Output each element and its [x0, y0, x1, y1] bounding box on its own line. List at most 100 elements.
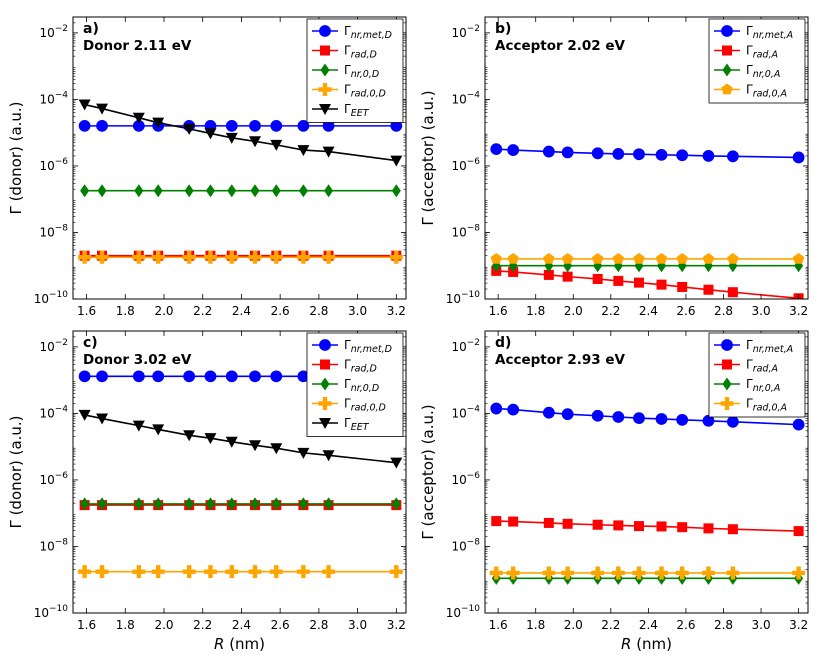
data-point — [297, 145, 310, 157]
y-tick-base: 10 — [39, 406, 54, 420]
legend-item: Γrad,D — [312, 358, 377, 375]
data-point — [248, 565, 262, 579]
data-point — [182, 250, 196, 264]
data-point — [297, 119, 310, 132]
y-tick-exponent: −6 — [467, 471, 481, 481]
data-point — [703, 284, 714, 295]
legend-label: Γnr,0,D — [344, 377, 379, 394]
data-point — [633, 252, 645, 264]
legend-label-sub: rad,0,A — [753, 89, 787, 100]
panel-label: b) — [495, 21, 511, 37]
data-point — [249, 119, 261, 132]
panel-a: 1.6 1.8 2.0 2.2 2.4 2.6 2.8 3.0 3.210−1010−810−6… — [7, 16, 407, 318]
legend-label: ΓEET — [344, 102, 370, 119]
y-tick-base: 10 — [39, 539, 54, 553]
data-point — [792, 418, 805, 431]
legend-label: Γrad,0,A — [746, 397, 787, 414]
data-point — [391, 497, 401, 511]
data-point — [591, 566, 605, 580]
data-point — [270, 119, 283, 132]
data-point — [612, 148, 625, 160]
data-point — [134, 184, 144, 198]
data-point — [611, 566, 625, 580]
data-point — [490, 252, 502, 264]
data-point — [727, 287, 738, 298]
data-point — [592, 273, 603, 284]
data-point — [613, 275, 624, 286]
legend-label-sub: EET — [351, 108, 370, 119]
panel-b: 1.6 1.8 2.0 2.2 2.4 2.6 2.8 3.0 3.210−1010−810−6… — [419, 16, 809, 318]
legend-label: Γnr,met,A — [746, 338, 793, 355]
legend-label: Γrad,0,A — [746, 83, 787, 100]
x-tick-label: 2.4 — [232, 618, 251, 632]
data-point — [203, 565, 217, 579]
data-point — [152, 370, 165, 383]
data-point — [322, 565, 336, 579]
data-point — [269, 565, 283, 579]
data-point — [655, 566, 669, 580]
legend-label-sub: rad,D — [351, 364, 377, 375]
legend-marker — [722, 45, 732, 56]
data-point — [542, 145, 555, 158]
legend-marker — [320, 45, 330, 56]
legend-label-base: Γ — [344, 397, 351, 411]
legend-marker — [319, 339, 331, 351]
legend-marker — [721, 25, 733, 37]
data-point — [677, 281, 688, 292]
x-tick-label: 1.8 — [526, 304, 545, 318]
y-tick-label: 10−6 — [451, 471, 480, 487]
series-rad-0-D — [78, 565, 403, 579]
data-point — [153, 497, 163, 511]
panel-label: c) — [83, 335, 98, 351]
x-tick-label: 2.6 — [271, 304, 290, 318]
y-axis-label: Γ (acceptor) (a.u.) — [419, 404, 437, 539]
data-point — [322, 146, 335, 158]
data-point — [702, 414, 715, 427]
data-point — [134, 497, 144, 511]
data-point — [183, 370, 196, 383]
data-point — [507, 252, 519, 264]
y-tick-base: 10 — [39, 92, 54, 106]
panel-d: 1.6 1.8 2.0 2.2 2.4 2.6 2.8 3.0 3.210−1010−810−6… — [419, 330, 809, 653]
x-tick-label: 1.8 — [116, 304, 135, 318]
data-point — [296, 250, 310, 264]
data-point — [632, 566, 646, 580]
x-tick-label: 2.0 — [154, 304, 173, 318]
data-point — [80, 497, 90, 511]
panel-c: 1.6 1.8 2.0 2.2 2.4 2.6 2.8 3.0 3.210−1010−810−6… — [7, 330, 407, 653]
data-point — [655, 413, 668, 425]
y-tick-label: 10−4 — [451, 90, 480, 106]
x-tick-label: 2.6 — [676, 618, 695, 632]
y-tick-label: 10−6 — [39, 157, 68, 173]
data-point — [792, 566, 806, 580]
legend-marker — [319, 418, 331, 429]
data-point — [562, 518, 573, 529]
data-point — [227, 497, 237, 511]
legend-marker — [320, 359, 330, 370]
data-point — [205, 184, 215, 198]
data-point — [132, 112, 145, 124]
data-point — [324, 497, 334, 511]
legend-label: Γrad,D — [344, 358, 377, 375]
legend-label-sub: EET — [351, 422, 370, 433]
y-tick-label: 10−6 — [39, 471, 68, 487]
data-point — [95, 565, 109, 579]
data-point — [203, 250, 217, 264]
legend-label-base: Γ — [344, 83, 351, 97]
legend-item: Γrad,0,A — [714, 83, 787, 100]
series-group — [489, 402, 806, 585]
y-tick-exponent: −10 — [49, 290, 68, 300]
series-group — [78, 370, 403, 579]
data-point — [151, 250, 165, 264]
legend-item: ΓEET — [312, 416, 370, 433]
data-point — [322, 250, 336, 264]
legend-label-sub: nr,0,A — [753, 69, 781, 80]
y-tick-exponent: −6 — [55, 157, 69, 167]
x-tick-label: 3.0 — [348, 618, 367, 632]
series-EET — [78, 409, 403, 469]
x-tick-label: 3.0 — [752, 304, 771, 318]
legend-label-sub: rad,0,D — [351, 89, 386, 100]
data-point — [298, 184, 308, 198]
panel-title: Donor 3.02 eV — [83, 352, 192, 368]
